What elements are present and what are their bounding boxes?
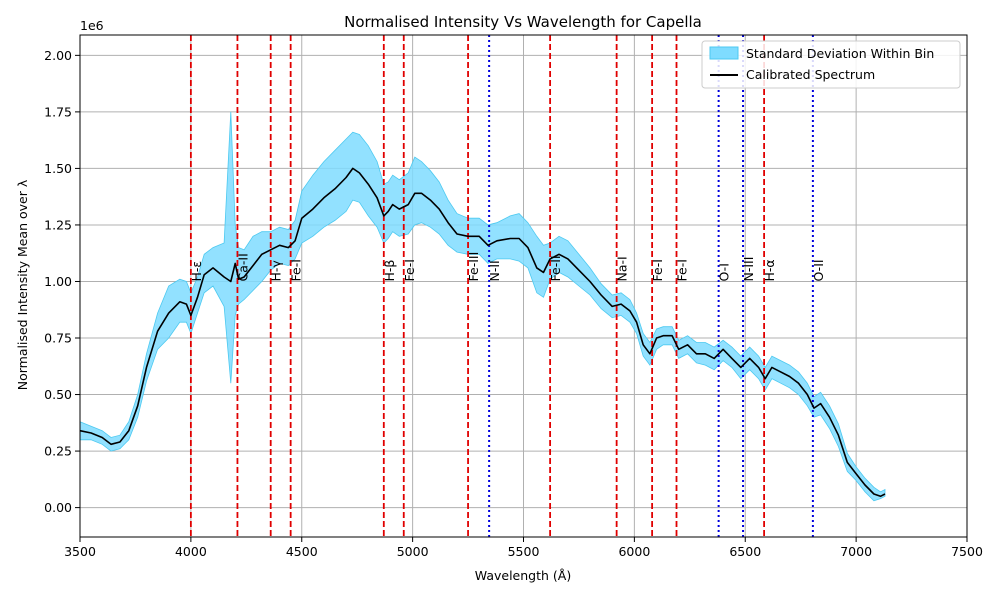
spectral-line-label-10: Fe-I <box>650 259 665 281</box>
x-tick-label: 7000 <box>840 544 872 559</box>
std-dev-band-layer <box>79 111 886 502</box>
spectral-line-labels: H-ε Ca-II H-γ Fe-I H-β Fe-I Fe-III N-II Fe-II Na-… <box>189 252 826 282</box>
y-tick-label: 2.00 <box>44 48 72 63</box>
x-tick-label: 4000 <box>175 544 207 559</box>
spectral-line-label-5: Fe-I <box>402 259 417 281</box>
spectral-line-label-0: H-ε <box>189 261 204 282</box>
x-axis-ticks: 3500 4000 4500 5000 5500 6000 6500 7000 7500 <box>64 537 983 559</box>
x-tick-label: 4500 <box>286 544 318 559</box>
y-tick-label: 1.50 <box>44 161 72 176</box>
spectral-line-label-14: H-α <box>762 259 777 281</box>
spectral-line-label-11: Fe-I <box>675 259 690 281</box>
x-axis-title: Wavelength (Å) <box>475 568 571 583</box>
legend-frame <box>701 40 961 89</box>
spectral-line-label-12: O-I <box>717 263 732 281</box>
y-tick-label: 1.00 <box>44 274 72 289</box>
spectral-line-label-6: Fe-III <box>466 252 481 282</box>
y-axis-offset-label: 1e6 <box>80 18 104 33</box>
spectrum-layer <box>79 167 886 498</box>
spectral-line-label-8: Fe-II <box>548 255 563 281</box>
x-tick-label: 6500 <box>729 544 761 559</box>
spectral-line-label-9: Na-I <box>615 256 630 281</box>
x-tick-label: 5000 <box>397 544 429 559</box>
calibrated-spectrum-line <box>79 167 886 498</box>
std-dev-band <box>79 111 886 502</box>
y-tick-label: 0.50 <box>44 387 72 402</box>
spectral-line-label-3: Fe-I <box>289 259 304 281</box>
grid <box>79 35 968 537</box>
y-axis-ticks: 0.00 0.25 0.50 0.75 1.00 1.25 1.50 1.75 2.00 <box>44 48 80 515</box>
y-axis-title: Normalised Intensity Mean over λ <box>15 179 30 390</box>
spectral-line-label-2: H-γ <box>269 260 284 282</box>
x-tick-label: 7500 <box>951 544 983 559</box>
spectral-line-label-7: N-II <box>487 260 502 281</box>
y-tick-label: 1.75 <box>44 104 72 119</box>
spectral-line-label-1: Ca-II <box>235 253 250 281</box>
spectral-line-label-4: H-β <box>382 260 397 282</box>
x-tick-label: 3500 <box>64 544 96 559</box>
chart-title: Normalised Intensity Vs Wavelength for C… <box>344 13 702 31</box>
x-tick-label: 5500 <box>508 544 540 559</box>
y-tick-label: 0.00 <box>44 500 72 515</box>
legend: Standard Deviation Within Bin Calibrated… <box>701 40 961 89</box>
legend-label-std-dev: Standard Deviation Within Bin <box>746 46 934 61</box>
y-tick-label: 0.75 <box>44 331 72 346</box>
y-tick-label: 1.25 <box>44 217 72 232</box>
spectral-line-label-13: N-III <box>741 257 756 282</box>
legend-label-spectrum: Calibrated Spectrum <box>746 67 875 82</box>
spectral-lines-layer <box>189 35 814 537</box>
y-tick-label: 0.25 <box>44 444 72 459</box>
x-tick-label: 6000 <box>618 544 650 559</box>
legend-band-swatch <box>709 46 739 60</box>
spectral-line-label-15: O-II <box>811 259 826 281</box>
